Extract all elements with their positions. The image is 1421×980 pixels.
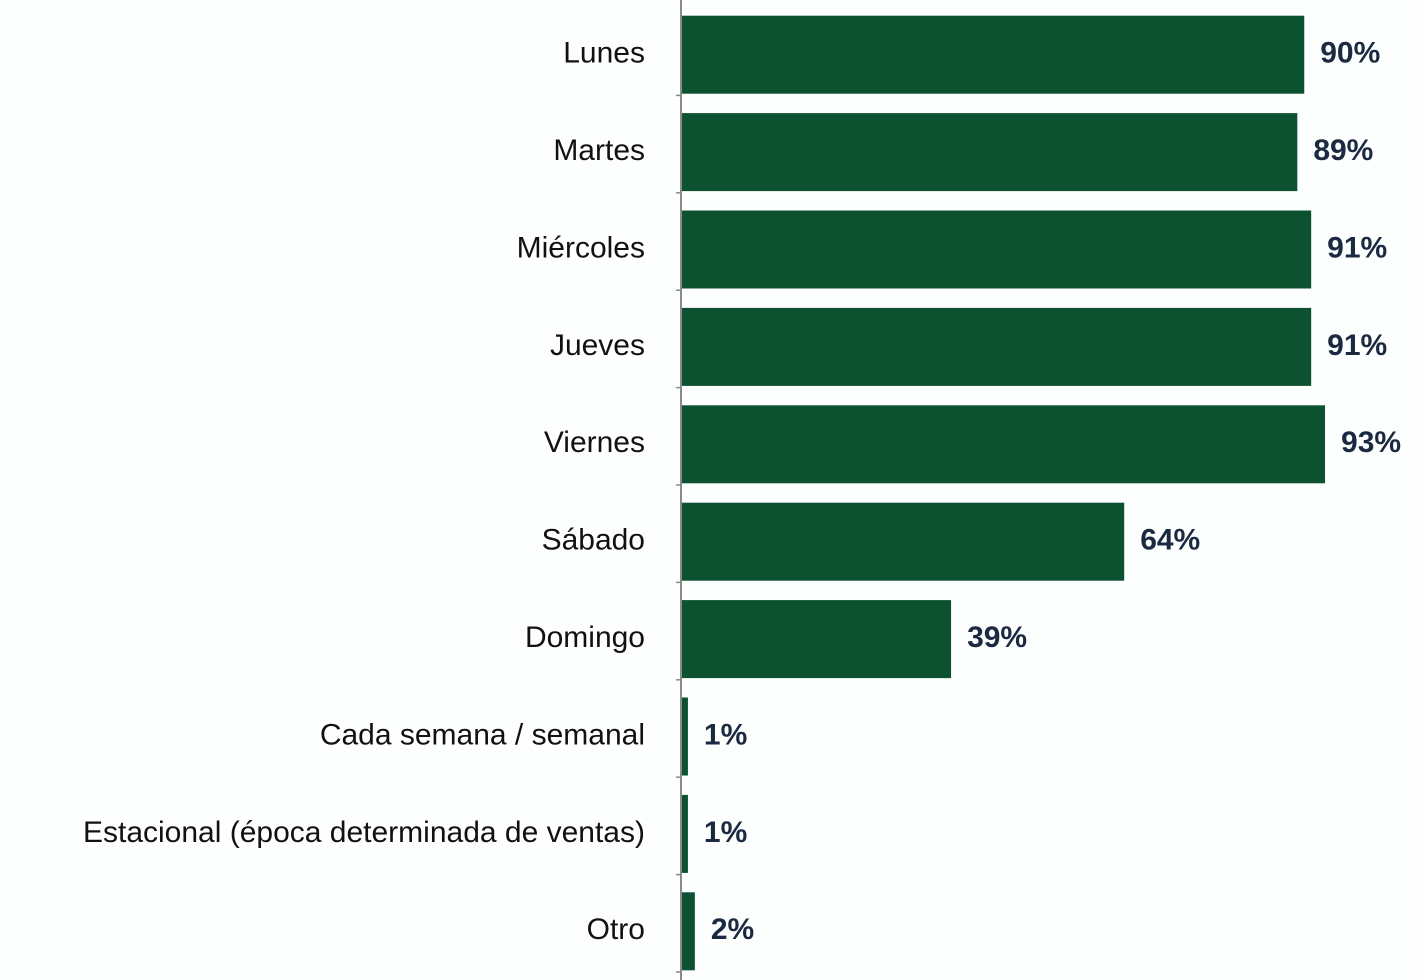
y-tick-label: Estacional (época determinada de ventas)	[83, 816, 645, 849]
bar	[681, 892, 695, 971]
bar	[681, 697, 688, 776]
bar	[681, 210, 1312, 289]
bar	[681, 502, 1125, 581]
bar	[681, 405, 1326, 484]
y-tick-label: Sábado	[542, 524, 645, 557]
data-label: 64%	[1140, 524, 1200, 557]
data-label: 2%	[711, 913, 754, 946]
y-tick-label: Otro	[587, 913, 645, 946]
bar	[681, 600, 952, 679]
bar	[681, 307, 1312, 386]
y-tick-label: Jueves	[550, 329, 645, 362]
data-label: 1%	[704, 816, 747, 849]
y-tick-label: Viernes	[544, 426, 645, 459]
bar	[681, 794, 688, 873]
data-label: 39%	[967, 621, 1027, 654]
bar	[681, 15, 1305, 94]
y-tick-label: Miércoles	[517, 231, 645, 264]
bar	[681, 113, 1298, 192]
y-tick-label: Cada semana / semanal	[320, 718, 645, 751]
data-label: 90%	[1320, 37, 1380, 70]
y-tick-label: Domingo	[525, 621, 645, 654]
data-label: 91%	[1327, 231, 1387, 264]
data-label: 91%	[1327, 329, 1387, 362]
y-tick-label: Martes	[553, 134, 645, 167]
data-label: 89%	[1313, 134, 1373, 167]
data-label: 93%	[1341, 426, 1401, 459]
data-label: 1%	[704, 718, 747, 751]
y-tick-label: Lunes	[563, 37, 645, 70]
